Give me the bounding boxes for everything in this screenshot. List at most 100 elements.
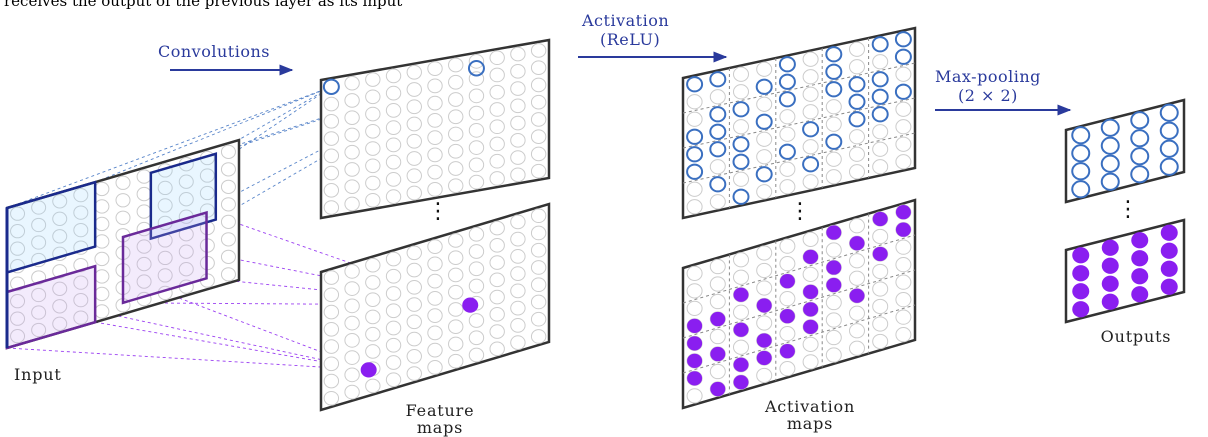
active-unit	[686, 163, 704, 180]
grid-unit	[427, 78, 443, 94]
grid-unit	[849, 41, 865, 57]
grid-unit	[365, 72, 381, 87]
grid-unit	[323, 182, 340, 198]
grid-unit	[825, 312, 842, 328]
grid-unit	[779, 161, 796, 177]
grid-unit	[10, 206, 26, 221]
active-unit	[849, 236, 865, 251]
grid-unit	[895, 309, 912, 325]
active-unit	[778, 56, 796, 73]
feature-map-bottom	[319, 202, 551, 412]
grid-unit	[849, 305, 865, 321]
active-unit	[1159, 103, 1179, 122]
active-unit	[1131, 232, 1149, 249]
grid-unit	[825, 329, 842, 346]
active-unit	[778, 143, 796, 160]
active-unit	[1130, 111, 1150, 130]
grid-unit	[220, 249, 236, 264]
grid-unit	[427, 182, 443, 197]
grid-unit	[406, 185, 422, 201]
active-unit	[779, 344, 795, 359]
grid-unit	[448, 284, 464, 300]
grid-unit	[448, 353, 464, 369]
grid-unit	[220, 267, 236, 282]
active-unit	[1101, 275, 1119, 292]
grid-unit	[802, 104, 819, 120]
relu-label: (ReLU)	[600, 30, 660, 49]
grid-unit	[31, 235, 47, 250]
grid-unit	[406, 116, 422, 132]
grid-unit	[709, 194, 726, 210]
active-unit	[1071, 144, 1091, 163]
grid-unit	[756, 245, 773, 261]
grid-unit	[323, 200, 340, 215]
grid-unit	[849, 270, 865, 286]
grid-unit	[385, 303, 402, 319]
grid-unit	[510, 300, 526, 316]
grid-unit	[10, 329, 26, 344]
output-map-bottom	[1064, 218, 1186, 324]
grid-unit	[157, 180, 173, 196]
active-unit	[803, 302, 819, 317]
grid-unit	[115, 210, 131, 225]
grid-unit	[510, 231, 526, 247]
grid-unit	[802, 174, 819, 190]
active-unit	[1072, 283, 1090, 300]
grid-unit	[510, 98, 526, 114]
grid-unit	[530, 43, 547, 58]
grid-unit	[489, 153, 505, 169]
active-unit	[1131, 268, 1149, 285]
grid-unit	[323, 165, 340, 181]
grid-unit	[779, 109, 796, 125]
grid-unit	[489, 67, 505, 83]
grid-unit	[448, 126, 464, 142]
active-unit	[779, 309, 795, 324]
grid-unit	[709, 363, 726, 380]
grid-unit	[756, 262, 773, 279]
grid-unit	[756, 96, 773, 112]
active-unit	[1071, 126, 1091, 145]
grid-unit	[115, 175, 131, 190]
grid-unit	[136, 274, 152, 289]
grid-unit	[779, 238, 796, 254]
active-unit	[1100, 154, 1120, 173]
active-unit	[687, 336, 703, 351]
active-unit	[1072, 247, 1090, 264]
grid-unit	[872, 333, 889, 350]
connection-line	[94, 86, 332, 183]
active-unit	[733, 322, 749, 337]
grid-unit	[406, 366, 422, 381]
grid-unit	[709, 89, 726, 105]
feature-unit-purple-left	[360, 362, 377, 378]
active-unit	[848, 111, 866, 128]
grid-unit	[489, 237, 505, 253]
grid-unit	[530, 277, 547, 293]
grid-unit	[872, 263, 889, 280]
grid-unit	[365, 106, 381, 122]
grid-unit	[365, 326, 381, 342]
active-unit	[756, 333, 772, 348]
grid-unit	[199, 168, 215, 183]
grid-unit	[52, 281, 68, 296]
grid-unit	[802, 86, 819, 102]
grid-unit	[468, 140, 485, 155]
active-unit	[710, 381, 726, 397]
grid-unit	[427, 342, 443, 358]
grid-unit	[733, 339, 749, 355]
grid-unit	[448, 161, 464, 176]
grid-unit	[10, 276, 26, 291]
grid-unit	[733, 171, 749, 187]
grid-unit	[406, 151, 422, 166]
grid-unit	[686, 388, 703, 404]
grid-unit	[530, 260, 547, 275]
grid-unit	[468, 105, 485, 121]
active-unit	[894, 83, 912, 100]
feature-maps-label-line2: maps	[417, 418, 463, 437]
grid-unit	[31, 200, 47, 215]
grid-unit	[178, 244, 194, 259]
active-unit	[872, 246, 888, 262]
grid-unit	[468, 330, 485, 346]
grid-unit	[468, 71, 485, 86]
grid-unit	[385, 189, 402, 204]
